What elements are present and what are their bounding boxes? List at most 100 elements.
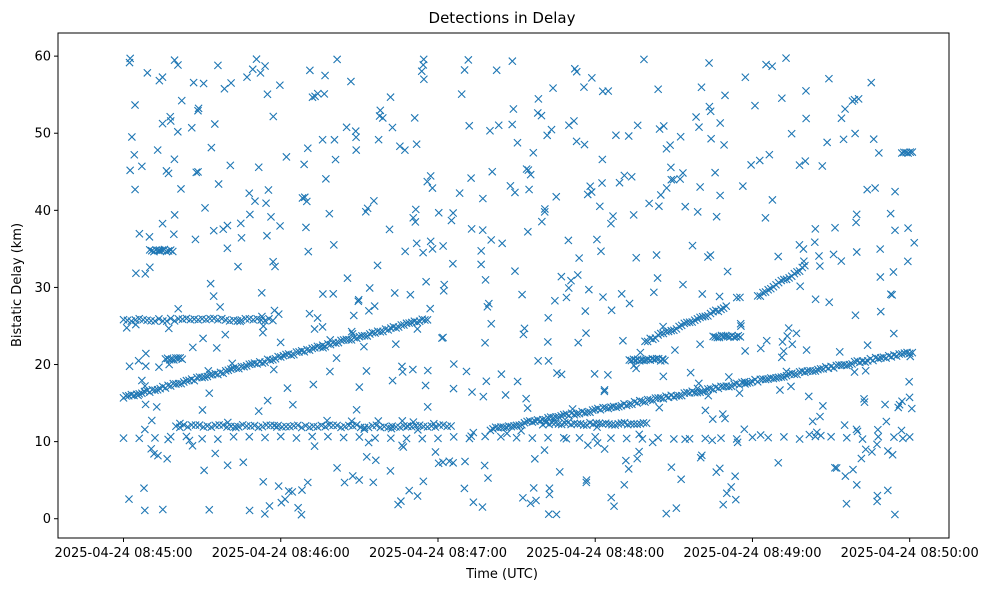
data-point (529, 148, 538, 157)
data-point (574, 338, 583, 347)
data-point (150, 386, 159, 395)
data-point (154, 314, 163, 323)
data-point (905, 393, 914, 402)
data-point (250, 359, 259, 368)
data-point (520, 418, 529, 427)
data-point (397, 362, 406, 371)
data-point (194, 104, 203, 113)
data-point (869, 135, 878, 144)
data-point (141, 269, 150, 278)
x-tick-label: 2025-04-24 08:48:00 (526, 546, 664, 561)
data-point (227, 79, 236, 87)
data-point (126, 166, 135, 175)
data-point (831, 223, 840, 232)
y-tick-label: 20 (34, 358, 51, 373)
data-point (796, 282, 805, 291)
data-point (506, 181, 515, 190)
data-point (632, 253, 641, 262)
data-point (620, 171, 629, 180)
data-point (268, 355, 277, 364)
data-point (188, 441, 197, 450)
data-point (518, 290, 527, 299)
data-point (808, 417, 817, 426)
data-point (705, 102, 714, 111)
data-point (153, 385, 162, 394)
x-axis: 2025-04-24 08:45:00 2025-04-24 08:46:00 20… (54, 538, 979, 561)
data-point (734, 331, 743, 340)
data-point (832, 463, 841, 472)
data-point (735, 293, 744, 302)
data-point (852, 248, 861, 257)
data-point (633, 121, 642, 130)
data-point (481, 432, 490, 441)
data-point (755, 156, 764, 165)
data-point (419, 60, 428, 69)
data-point (692, 113, 701, 122)
data-point (426, 304, 435, 313)
data-point (195, 421, 204, 430)
data-point (412, 140, 421, 149)
data-point (258, 328, 267, 337)
data-point (736, 322, 745, 331)
data-point (617, 419, 626, 428)
data-point (615, 178, 624, 187)
data-point (779, 347, 788, 356)
data-point (685, 318, 694, 327)
data-point (548, 418, 557, 427)
data-point (688, 241, 697, 250)
data-point (874, 354, 883, 363)
data-point (682, 388, 691, 397)
data-point (837, 257, 846, 266)
data-point (867, 78, 876, 87)
data-point (537, 217, 546, 226)
data-point (697, 451, 706, 460)
data-point (325, 209, 334, 218)
data-point (840, 421, 849, 430)
data-point (276, 221, 285, 230)
data-point (162, 166, 171, 175)
data-point (850, 95, 859, 104)
data-point (433, 434, 442, 443)
data-point (449, 360, 458, 369)
data-point (333, 55, 342, 64)
data-points (119, 54, 919, 519)
data-point (239, 458, 248, 467)
data-point (300, 160, 309, 169)
data-point (268, 316, 277, 325)
data-point (667, 463, 676, 472)
data-point (391, 340, 400, 349)
data-point (482, 377, 491, 386)
data-point (606, 434, 615, 443)
data-point (722, 302, 731, 311)
data-point (676, 175, 685, 183)
data-point (413, 318, 422, 327)
data-point (712, 212, 721, 221)
data-point (487, 319, 496, 328)
data-point (354, 297, 363, 306)
data-point (460, 484, 469, 493)
data-point (256, 68, 265, 77)
data-point (199, 334, 208, 343)
data-point (841, 472, 850, 481)
data-point (871, 184, 880, 193)
data-point (528, 434, 537, 443)
data-point (881, 400, 890, 409)
data-point (540, 204, 549, 213)
data-point (815, 262, 824, 271)
data-point (297, 346, 306, 355)
data-point (477, 246, 486, 255)
data-point (795, 161, 804, 170)
data-point (713, 333, 722, 342)
data-point (216, 302, 225, 311)
data-point (305, 309, 314, 318)
data-point (269, 365, 278, 374)
data-point (626, 419, 635, 428)
data-point (234, 422, 243, 431)
data-point (318, 290, 327, 299)
data-point (604, 419, 613, 428)
data-point (905, 349, 914, 358)
data-point (775, 386, 784, 395)
data-point (617, 289, 626, 298)
data-point (167, 355, 176, 364)
data-point (214, 180, 223, 189)
